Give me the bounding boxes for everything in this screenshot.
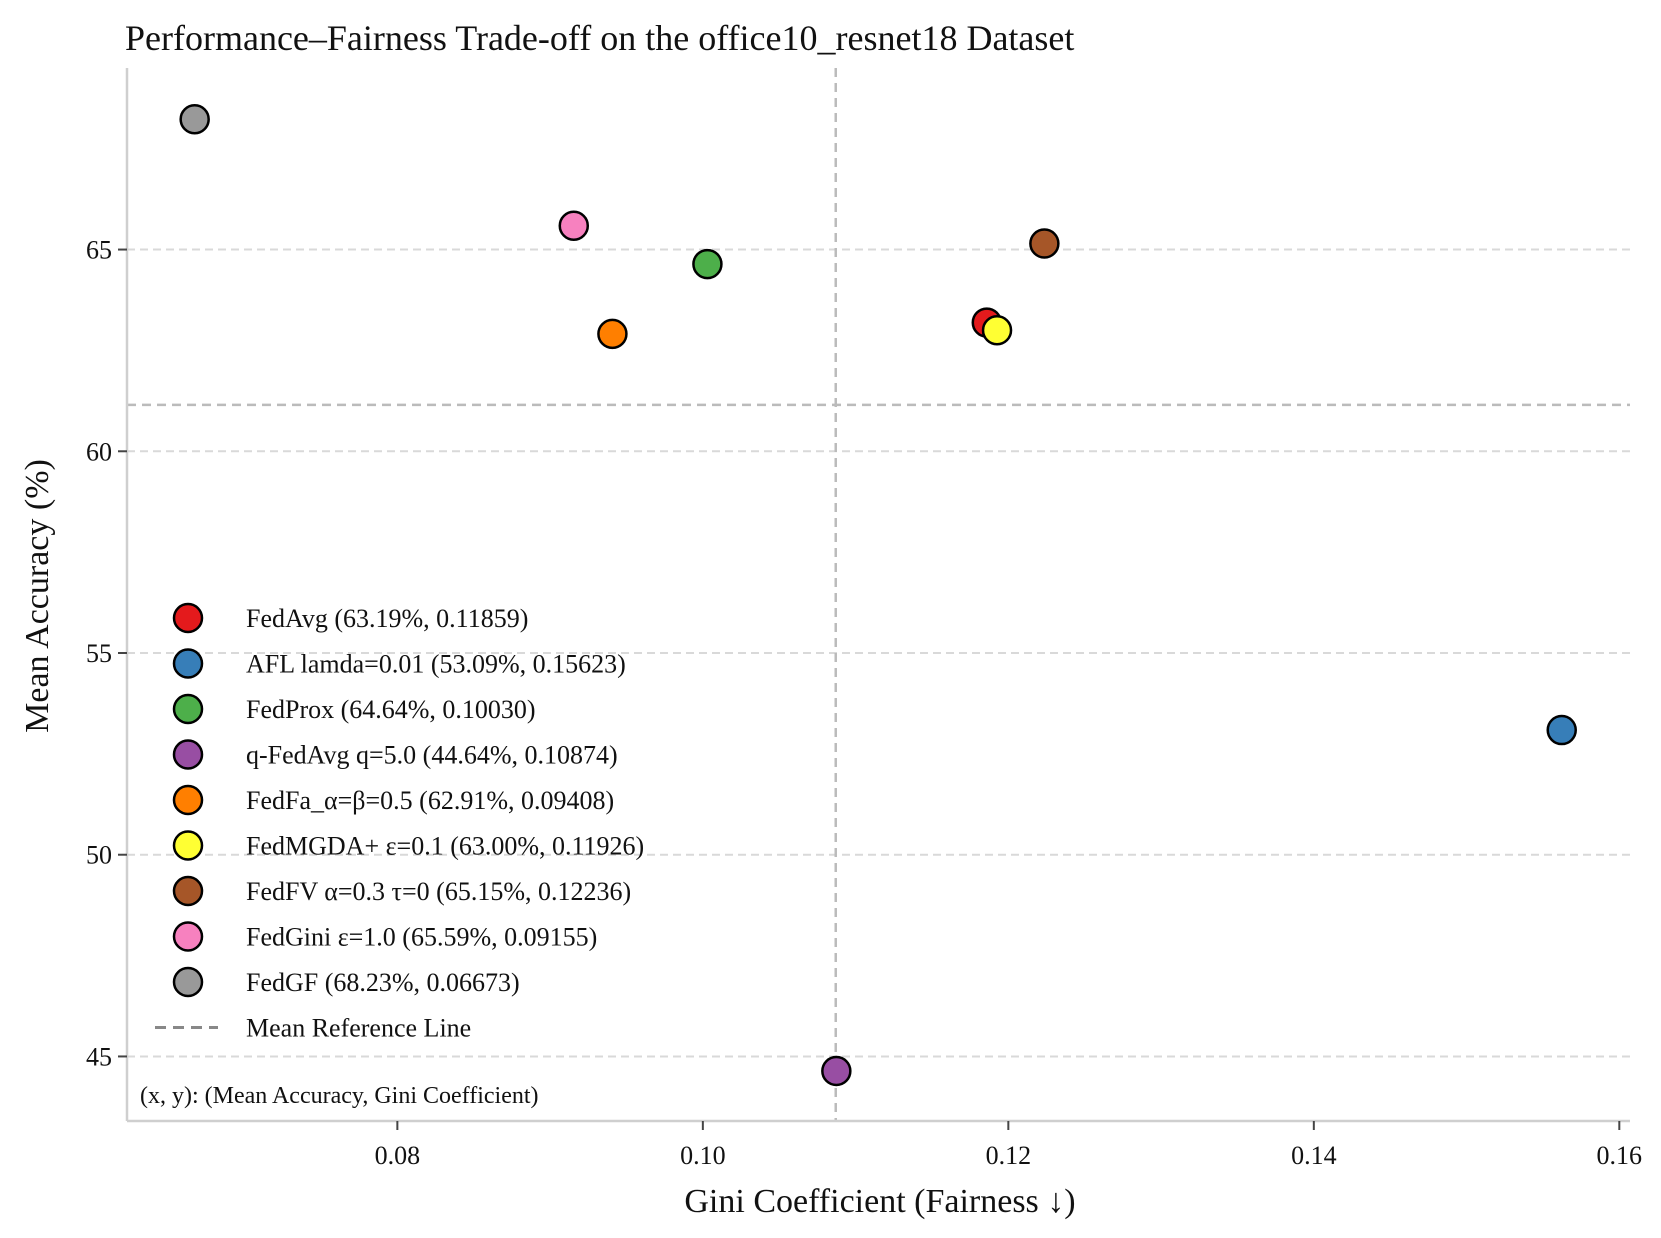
x-tick-label: 0.14: [1291, 1141, 1337, 1170]
data-point: [597, 318, 628, 350]
legend-marker: [172, 602, 204, 634]
chart-title: Performance–Fairness Trade-off on the of…: [125, 18, 1074, 58]
mean-reference-lines: [127, 68, 1630, 1121]
legend-marker: [172, 921, 204, 952]
data-point: [821, 1055, 852, 1087]
legend-label: q-FedAvg q=5.0 (44.64%, 0.10874): [246, 741, 618, 770]
data-point: [981, 314, 1013, 346]
legend-marker: [172, 739, 204, 770]
legend-marker: [172, 648, 204, 679]
legend-label: FedFV α=0.3 τ=0 (65.15%, 0.12236): [246, 877, 631, 906]
legend-label: FedGF (68.23%, 0.06673): [246, 968, 520, 997]
data-point: [179, 103, 210, 135]
data-points: [179, 103, 1577, 1087]
data-point: [692, 248, 723, 280]
legend-marker: [172, 784, 204, 816]
data-point: [1029, 228, 1060, 259]
legend-label: FedFa_α=β=0.5 (62.91%, 0.09408): [246, 786, 614, 815]
y-tick-label: 55: [86, 639, 112, 668]
legend-label: FedAvg (63.19%, 0.11859): [246, 604, 528, 633]
legend-label: FedMGDA+ ε=0.1 (63.00%, 0.11926): [246, 832, 644, 861]
data-point: [558, 210, 590, 241]
x-tick-label: 0.08: [375, 1141, 421, 1170]
legend-label: Mean Reference Line: [246, 1014, 471, 1043]
legend-marker: [172, 693, 204, 725]
y-tick-label: 60: [86, 437, 112, 466]
legend-label: FedProx (64.64%, 0.10030): [246, 695, 536, 724]
legend-marker: [172, 875, 204, 907]
x-tick-label: 0.16: [1597, 1141, 1643, 1170]
legend-marker: [172, 830, 204, 861]
y-tick-label: 50: [86, 841, 112, 870]
legend-label: FedGini ε=1.0 (65.59%, 0.09155): [246, 923, 597, 952]
legend-marker: [172, 966, 204, 998]
legend: FedAvg (63.19%, 0.11859) AFL lamda=0.01 (…: [155, 602, 644, 1043]
x-tick-label: 0.12: [986, 1141, 1032, 1170]
coordinate-note: (x, y): (Mean Accuracy, Gini Coefficient…: [140, 1083, 539, 1109]
x-tick-label: 0.10: [680, 1141, 726, 1170]
axes: 45 50 55 60 65 0.08 0.10 0.12 0.14 0.16: [86, 68, 1642, 1170]
x-axis-label: Gini Coefficient (Fairness ↓): [684, 1183, 1075, 1220]
data-point: [1546, 714, 1577, 746]
y-tick-label: 45: [86, 1042, 112, 1071]
y-axis-label: Mean Accuracy (%): [19, 459, 56, 733]
grid-layer: [127, 248, 1630, 1058]
y-tick-label: 65: [86, 236, 112, 265]
legend-label: AFL lamda=0.01 (53.09%, 0.15623): [246, 650, 626, 679]
